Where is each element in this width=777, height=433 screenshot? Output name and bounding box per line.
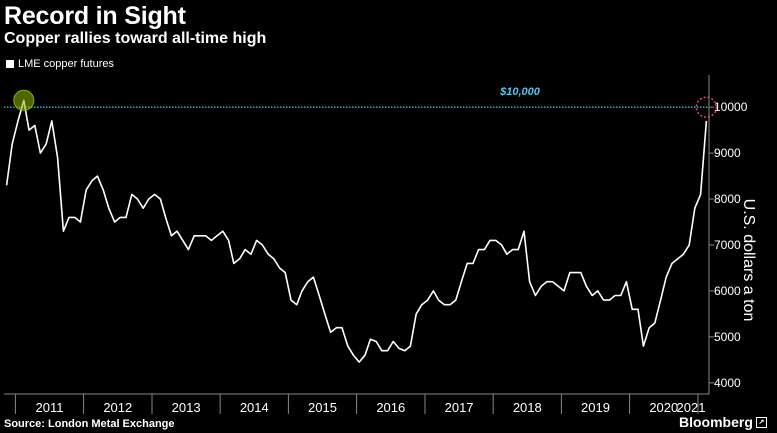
legend-label: LME copper futures bbox=[18, 58, 114, 70]
x-tick-label: 2021 bbox=[677, 400, 706, 415]
x-tick-label: 2020 bbox=[649, 400, 678, 415]
y-tick-label: 6000 bbox=[714, 284, 741, 298]
x-tick-label: 2012 bbox=[103, 400, 132, 415]
x-tick-label: 2013 bbox=[172, 400, 201, 415]
x-tick-label: 2018 bbox=[513, 400, 542, 415]
chart-subtitle: Copper rallies toward all-time high bbox=[4, 30, 267, 47]
brand: Bloomberg ↗ bbox=[679, 414, 767, 430]
x-tick-label: 2019 bbox=[581, 400, 610, 415]
y-tick-label: 5000 bbox=[714, 330, 741, 344]
y-tick-label: 7000 bbox=[714, 238, 741, 252]
y-tick-label: 9000 bbox=[714, 146, 741, 160]
source-note: Source: London Metal Exchange bbox=[4, 418, 175, 430]
series-line bbox=[5, 99, 708, 363]
x-tick-label: 2016 bbox=[376, 400, 405, 415]
x-tick-label: 2011 bbox=[36, 400, 64, 415]
x-tick-label: 2015 bbox=[308, 400, 337, 415]
legend: LME copper futures bbox=[6, 58, 114, 70]
y-tick-label: 10000 bbox=[714, 100, 748, 114]
x-tick-label: 2017 bbox=[445, 400, 474, 415]
reference-label: $10,000 bbox=[499, 86, 541, 98]
record-high-marker bbox=[13, 89, 35, 111]
y-axis-label: U.S. dollars a ton bbox=[740, 198, 757, 322]
y-tick-label: 4000 bbox=[714, 376, 741, 390]
target-marker bbox=[695, 96, 718, 118]
brand-name: Bloomberg bbox=[679, 414, 753, 430]
y-tick-label: 8000 bbox=[714, 192, 741, 206]
legend-swatch bbox=[6, 60, 14, 68]
bloomberg-logo-icon: ↗ bbox=[755, 416, 767, 428]
chart-title: Record in Sight bbox=[4, 2, 186, 30]
x-tick-label: 2014 bbox=[240, 400, 269, 415]
